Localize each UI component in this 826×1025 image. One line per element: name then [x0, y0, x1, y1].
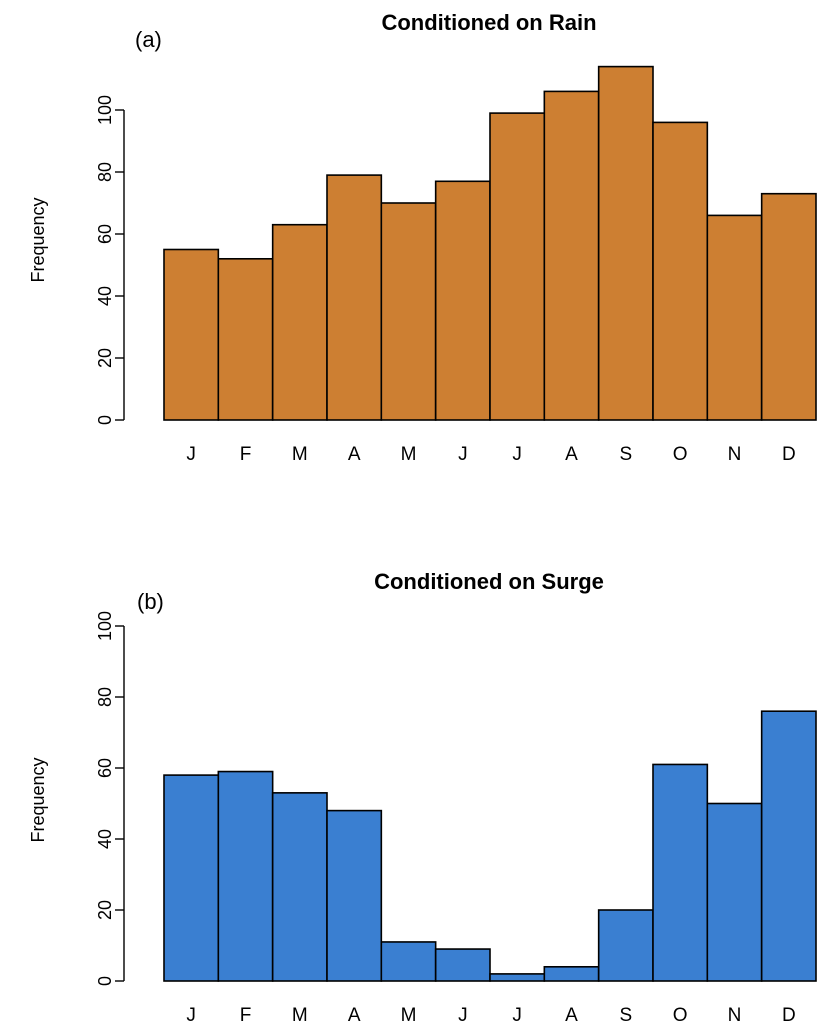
chart-title: Conditioned on Rain — [381, 10, 596, 35]
y-tick-label: 80 — [95, 687, 115, 707]
bar-10 — [652, 121, 709, 421]
x-tick-label: M — [292, 1005, 308, 1025]
y-tick-label: 100 — [95, 95, 115, 125]
bar-3 — [271, 792, 328, 982]
y-tick-label: 0 — [95, 976, 115, 986]
y-tick-label: 80 — [95, 162, 115, 182]
x-tick-label: J — [512, 444, 522, 465]
panel-a: Conditioned on Rain (a) Frequency 0 20 40 6… — [28, 10, 817, 465]
x-tick-label: N — [728, 1005, 742, 1025]
y-tick-label: 40 — [95, 829, 115, 849]
bar-2 — [217, 770, 274, 982]
y-tick-label: 60 — [95, 758, 115, 778]
y-tick-label: 0 — [95, 415, 115, 425]
y-axis: 0 20 40 60 80 100 — [95, 611, 125, 986]
x-tick-label: O — [673, 444, 688, 465]
bar-6 — [434, 180, 491, 421]
x-tick-label: A — [565, 1005, 578, 1025]
y-axis: 0 20 40 60 80 100 — [95, 95, 125, 425]
bar-4 — [326, 809, 383, 982]
bar-2 — [217, 257, 274, 421]
x-tick-label: D — [782, 444, 796, 465]
bars — [163, 710, 817, 982]
y-axis-label: Frequency — [28, 757, 48, 842]
bar-12 — [760, 710, 817, 982]
bar-11 — [706, 802, 763, 982]
x-tick-label: J — [186, 1005, 196, 1025]
y-tick-label: 100 — [95, 611, 115, 641]
bar-6 — [434, 948, 491, 982]
bar-10 — [652, 763, 709, 982]
panel-label: (b) — [137, 589, 164, 614]
y-tick-label: 20 — [95, 900, 115, 920]
y-tick-label: 20 — [95, 348, 115, 368]
bar-7 — [489, 973, 546, 982]
bar-7 — [489, 112, 546, 421]
bar-8 — [543, 965, 600, 982]
x-tick-label: O — [673, 1005, 688, 1025]
x-tick-label: F — [240, 1005, 252, 1025]
x-tick-label: J — [186, 444, 196, 465]
x-tick-label: J — [458, 444, 468, 465]
bar-1 — [163, 248, 220, 421]
x-tick-label: J — [512, 1005, 522, 1025]
bar-11 — [706, 214, 763, 421]
bar-5 — [380, 941, 437, 982]
panel-label: (a) — [135, 27, 162, 52]
x-tick-label: A — [565, 444, 578, 465]
bar-1 — [163, 774, 220, 982]
x-tick-label: S — [619, 1005, 632, 1025]
bar-12 — [760, 192, 817, 421]
bars — [163, 65, 817, 421]
x-tick-label: F — [240, 444, 252, 465]
x-tick-label: M — [292, 444, 308, 465]
bar-8 — [543, 90, 600, 421]
bar-9 — [597, 65, 654, 421]
bar-9 — [597, 909, 654, 982]
panel-b: Conditioned on Surge (b) Frequency 0 20 40… — [28, 569, 817, 1025]
x-tick-label: N — [728, 444, 742, 465]
x-tick-label: J — [458, 1005, 468, 1025]
x-tick-label: M — [401, 444, 417, 465]
chart-title: Conditioned on Surge — [374, 569, 604, 594]
y-tick-label: 60 — [95, 224, 115, 244]
bar-3 — [271, 223, 328, 421]
y-axis-label: Frequency — [28, 197, 48, 282]
x-tick-label: M — [401, 1005, 417, 1025]
bar-4 — [326, 174, 383, 421]
bar-5 — [380, 202, 437, 421]
x-tick-label: A — [348, 444, 361, 465]
x-tick-label: D — [782, 1005, 796, 1025]
y-tick-label: 40 — [95, 286, 115, 306]
x-tick-label: S — [619, 444, 632, 465]
x-tick-label: A — [348, 1005, 361, 1025]
